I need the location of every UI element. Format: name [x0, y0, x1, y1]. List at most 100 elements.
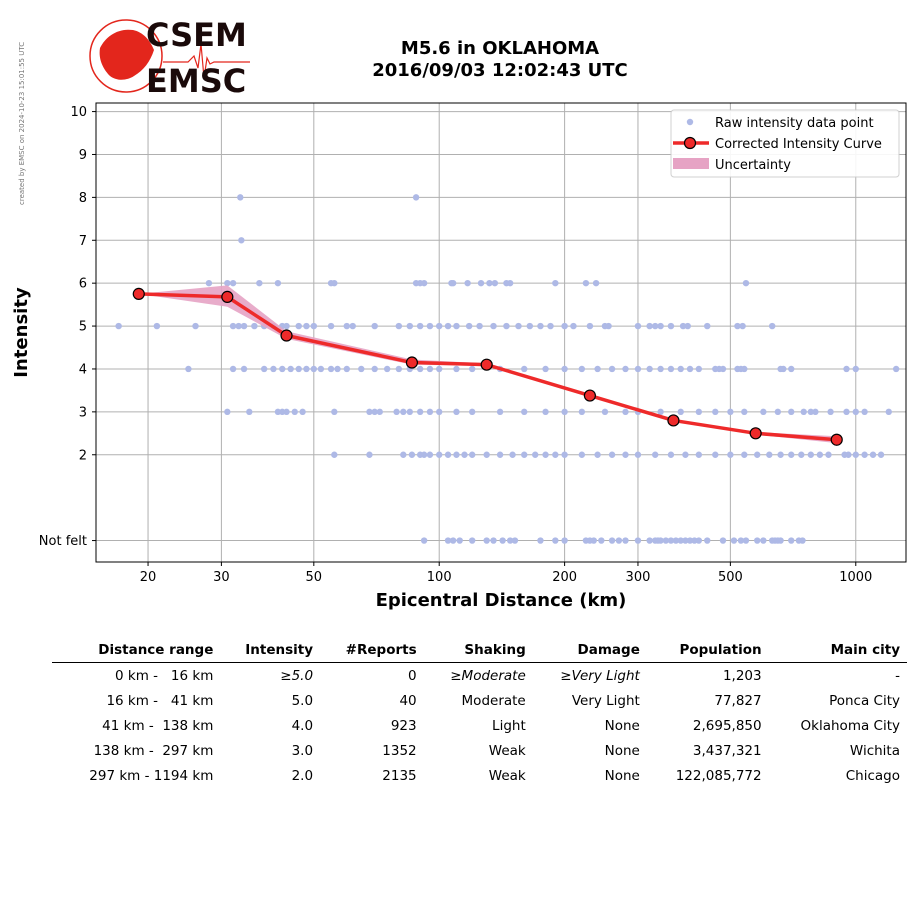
raw-data-point — [552, 279, 559, 287]
table-cell-shaking: ≥Moderate — [450, 667, 526, 684]
raw-data-point — [283, 322, 290, 330]
curve-marker — [132, 287, 145, 300]
raw-data-point — [393, 408, 400, 416]
raw-data-point — [343, 365, 350, 373]
raw-data-point — [260, 365, 268, 373]
x-tick-label: 1000 — [839, 570, 872, 585]
raw-data-point — [395, 365, 403, 373]
raw-data-point — [310, 322, 318, 330]
logo-text-top: CSEM — [146, 18, 247, 54]
raw-data-point — [327, 365, 335, 373]
raw-data-point — [727, 408, 734, 416]
raw-data-point — [310, 365, 318, 373]
raw-data-point — [741, 408, 748, 416]
raw-data-point — [734, 322, 741, 330]
raw-data-point — [634, 537, 642, 544]
raw-data-point — [845, 451, 852, 458]
raw-data-point — [436, 408, 443, 416]
table-cell-city: Oklahoma City — [800, 717, 900, 734]
raw-data-point — [634, 365, 642, 373]
table-cell-damage: Very Light — [571, 692, 640, 709]
table-cell-reports: 0 — [408, 667, 417, 684]
raw-data-point — [768, 322, 776, 330]
table-cell-city: Chicago — [845, 767, 900, 784]
raw-data-point — [477, 279, 485, 287]
table-row: 138 km - 297 km 3.0 1352 Weak None 3,437,321 W… — [52, 738, 907, 763]
raw-data-point — [622, 537, 629, 544]
raw-data-point — [667, 451, 675, 458]
raw-data-point — [317, 365, 325, 373]
raw-data-point — [251, 322, 258, 330]
raw-data-point — [406, 408, 414, 416]
raw-data-point — [371, 408, 378, 416]
raw-data-point — [453, 322, 460, 330]
raw-data-point — [237, 194, 244, 201]
raw-data-point — [634, 322, 642, 330]
raw-data-point — [561, 451, 568, 458]
raw-data-point — [737, 537, 745, 544]
raw-data-point — [383, 365, 391, 373]
table-cell-range: 0 km - 16 km — [115, 667, 214, 684]
raw-data-point — [695, 408, 703, 416]
raw-data-point — [861, 451, 868, 458]
raw-data-point — [742, 279, 750, 287]
raw-data-point — [695, 451, 703, 458]
curve-marker — [583, 389, 596, 402]
legend-raw-label: Raw intensity data point — [715, 116, 874, 131]
raw-data-point — [777, 537, 784, 544]
raw-data-point — [662, 537, 670, 544]
raw-data-point — [506, 537, 514, 544]
raw-data-point — [376, 408, 383, 416]
raw-data-point — [490, 322, 497, 330]
table-cell-shaking: Light — [492, 717, 526, 734]
raw-data-point — [331, 408, 338, 416]
raw-data-point — [153, 322, 161, 330]
legend-uncertainty-label: Uncertainty — [715, 158, 791, 173]
raw-data-point — [695, 537, 703, 544]
raw-data-point — [444, 537, 452, 544]
raw-data-point — [420, 451, 428, 458]
raw-data-point — [825, 451, 832, 458]
raw-data-point — [677, 537, 684, 544]
raw-data-point — [476, 322, 483, 330]
raw-data-point — [852, 451, 859, 458]
plot-frame — [95, 102, 907, 563]
raw-data-point — [509, 451, 516, 458]
curve-marker — [405, 356, 419, 369]
legend-uncertainty-swatch — [673, 158, 709, 169]
chart-title: M5.6 in OKLAHOMA 2016/09/03 12:02:43 UTC — [290, 38, 710, 82]
raw-data-point — [449, 537, 457, 544]
raw-data-point — [343, 322, 350, 330]
table-cell-range: 41 km - 138 km — [102, 717, 214, 734]
raw-data-point — [615, 537, 623, 544]
raw-data-point — [598, 537, 605, 544]
table-cell-range: 16 km - 41 km — [106, 692, 214, 709]
raw-data-point — [646, 537, 653, 544]
raw-data-point — [634, 451, 642, 458]
raw-data-point — [416, 322, 424, 330]
raw-data-point — [366, 451, 373, 458]
raw-data-point — [695, 365, 703, 373]
raw-data-point — [416, 408, 424, 416]
table-cell-shaking: Weak — [488, 742, 526, 759]
raw-data-point — [491, 279, 499, 287]
logo-seismogram — [163, 43, 250, 79]
x-tick-label: 500 — [718, 570, 743, 585]
y-tick-label: 3 — [79, 405, 87, 420]
logo-text-bottom: EMSC — [146, 62, 246, 100]
table-cell-intensity: 3.0 — [291, 742, 314, 759]
raw-data-point — [274, 279, 282, 287]
table-cell-range: 138 km - 297 km — [93, 742, 214, 759]
raw-data-point — [334, 365, 341, 373]
raw-data-point — [461, 451, 468, 458]
raw-data-point — [468, 451, 476, 458]
raw-data-point — [229, 365, 237, 373]
table-cell-shaking: Moderate — [461, 692, 526, 709]
table-cell-damage: None — [604, 742, 640, 759]
raw-data-point — [646, 365, 653, 373]
raw-data-point — [561, 365, 568, 373]
raw-data-point — [760, 537, 767, 544]
raw-data-point — [754, 537, 761, 544]
raw-data-point — [766, 451, 773, 458]
raw-data-point — [594, 451, 601, 458]
